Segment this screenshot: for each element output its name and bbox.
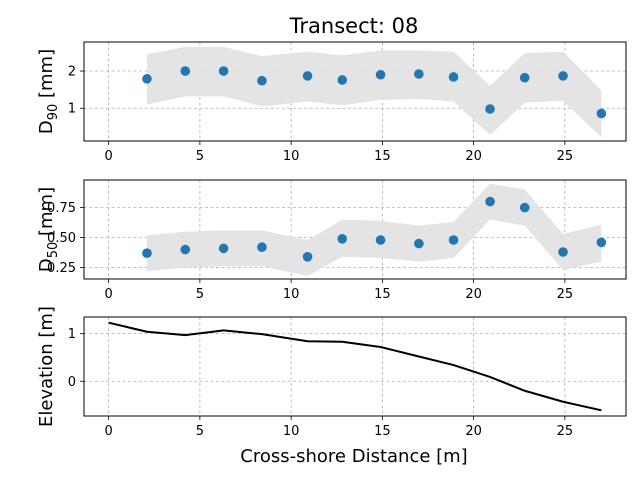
d50-ylabel-symbol: D <box>36 258 57 272</box>
elevation-xtick-label: 10 <box>283 424 300 439</box>
d90-xtick-label: 25 <box>557 149 574 164</box>
d50-xtick-label: 20 <box>465 287 482 302</box>
elevation-axes-frame <box>83 316 627 417</box>
d50-data-point <box>180 244 191 255</box>
d90-panel: 0 5 10 15 20 25 1 2 D90 [mm] <box>36 41 627 164</box>
d90-data-point <box>218 66 229 76</box>
elevation-profile-line <box>108 321 602 412</box>
d50-xtick-label: 10 <box>283 287 300 302</box>
d50-data-point <box>414 238 424 249</box>
d50-data-point <box>558 247 568 257</box>
d90-ylabel-symbol: D <box>36 120 57 134</box>
elevation-ytick-label: 0 <box>68 375 76 390</box>
elevation-panel: 0 5 10 15 20 25 0 1 Elevation [m] <box>36 306 627 439</box>
d90-xtick-label: 15 <box>374 149 391 164</box>
d50-data-point <box>142 248 152 258</box>
d50-axes-frame <box>83 179 627 280</box>
d50-data-point <box>218 243 229 254</box>
d90-data-point <box>519 72 530 83</box>
d50-data-point <box>485 196 495 207</box>
d90-xtick-label: 20 <box>465 149 482 164</box>
d50-data-point <box>375 235 386 245</box>
d90-ylabel-subscript: 90 <box>46 104 61 121</box>
d50-ylabel-unit: [mm] <box>36 187 57 242</box>
d50-data-point <box>596 237 607 248</box>
d50-xtick-label: 15 <box>374 287 391 302</box>
d50-data-point <box>257 242 267 252</box>
d90-xtick-label: 0 <box>104 149 112 164</box>
figure-title: Transect: 08 <box>289 14 419 38</box>
d50-uncertainty-band <box>146 183 602 276</box>
d50-data-point <box>302 251 313 262</box>
x-axis-label: Cross-shore Distance [m] <box>240 446 467 467</box>
d90-ytick-label: 1 <box>68 102 76 117</box>
d90-ylabel-unit: [mm] <box>36 49 57 104</box>
elevation-xtick-label: 5 <box>196 424 204 439</box>
d50-xtick-label: 5 <box>196 287 204 302</box>
d90-uncertainty-band <box>146 46 602 138</box>
elevation-xtick-label: 15 <box>374 424 391 439</box>
d90-data-point <box>337 75 348 85</box>
d90-data-point <box>257 75 267 86</box>
elevation-xtick-label: 20 <box>465 424 482 439</box>
d90-ytick-label: 2 <box>68 65 76 80</box>
d50-data-point <box>519 202 530 213</box>
elevation-xtick-label: 25 <box>557 424 574 439</box>
d90-data-point <box>414 69 424 79</box>
d50-xtick-label: 25 <box>557 287 574 302</box>
d50-data-point <box>448 235 459 245</box>
d90-data-point <box>375 69 386 80</box>
d50-xtick-label: 0 <box>104 287 112 302</box>
elevation-xtick-label: 0 <box>104 424 112 439</box>
d90-y-axis-label: D90 [mm] <box>36 49 61 134</box>
d90-data-point <box>485 104 495 114</box>
d90-data-point <box>180 66 191 76</box>
d50-ytick-label: 0.25 <box>47 261 76 276</box>
d50-y-axis-label: D50 [mm] <box>36 187 61 272</box>
d90-data-point <box>596 108 607 119</box>
d90-data-point <box>302 71 313 81</box>
d50-ylabel-subscript: 50 <box>46 242 61 259</box>
d90-data-point <box>448 72 459 82</box>
d50-ytick-label: 0.75 <box>47 201 76 216</box>
d90-xtick-label: 5 <box>196 149 204 164</box>
elevation-y-axis-label: Elevation [m] <box>36 306 57 427</box>
d90-data-point <box>558 71 568 81</box>
d50-ytick-label: 0.50 <box>47 231 76 246</box>
d90-xtick-label: 10 <box>283 149 300 164</box>
d90-data-point <box>142 74 152 84</box>
elevation-ytick-label: 1 <box>68 327 76 342</box>
d90-axes-frame <box>83 41 627 142</box>
d50-data-point <box>337 234 348 244</box>
